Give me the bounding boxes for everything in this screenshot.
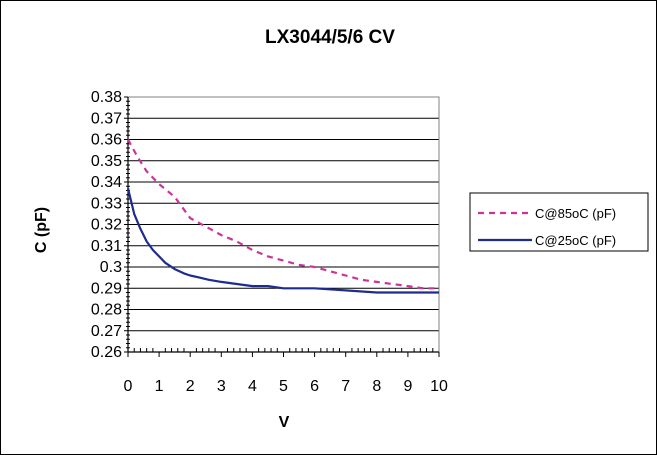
x-tick-label: 5 <box>279 378 288 395</box>
x-tick-label: 8 <box>372 378 381 395</box>
axes <box>124 96 440 357</box>
y-tick-label: 0.27 <box>91 323 122 340</box>
x-tick-label: 0 <box>124 378 133 395</box>
legend-box <box>469 192 649 252</box>
grid-lines <box>128 96 439 353</box>
y-tick-label: 0.36 <box>91 132 122 149</box>
y-tick-label: 0.34 <box>91 174 122 191</box>
series-25c-line <box>126 188 439 294</box>
x-tick-label: 4 <box>248 378 257 395</box>
x-tick-label: 3 <box>217 378 226 395</box>
x-axis-title: V <box>279 414 290 431</box>
y-tick-label: 0.31 <box>91 238 122 255</box>
legend: C@85oC (pF) C@25oC (pF) <box>469 192 649 252</box>
y-tick-label: 0.29 <box>91 280 122 297</box>
y-tick-label: 0.3 <box>100 259 122 276</box>
legend-label: C@25oC (pF) <box>535 233 616 248</box>
y-tick-label: 0.28 <box>91 302 122 319</box>
y-tick-label: 0.38 <box>91 89 122 106</box>
y-tick-label: 0.26 <box>91 344 122 361</box>
y-tick-label: 0.35 <box>91 153 122 170</box>
y-tick-labels: 0.26 0.27 0.28 0.29 0.3 0.31 0.32 0.33 0.34 0.35 0… <box>91 89 122 361</box>
chart-title: LX3044/5/6 CV <box>265 27 395 48</box>
x-tick-label: 7 <box>341 378 350 395</box>
legend-label: C@85oC (pF) <box>535 206 616 221</box>
y-tick-label: 0.33 <box>91 195 122 212</box>
x-tick-label: 10 <box>430 378 448 395</box>
y-tick-label: 0.37 <box>91 110 122 127</box>
y-tick-label: 0.32 <box>91 217 122 234</box>
x-tick-label: 2 <box>186 378 195 395</box>
x-tick-label: 6 <box>310 378 319 395</box>
x-tick-label: 9 <box>403 378 412 395</box>
x-tick-label: 1 <box>155 378 164 395</box>
series-lines <box>126 138 439 294</box>
series-85c-line <box>127 138 439 290</box>
y-axis-title: C (pF) <box>33 207 50 253</box>
x-tick-labels: 0 1 2 3 4 5 6 7 8 9 10 <box>124 378 448 395</box>
